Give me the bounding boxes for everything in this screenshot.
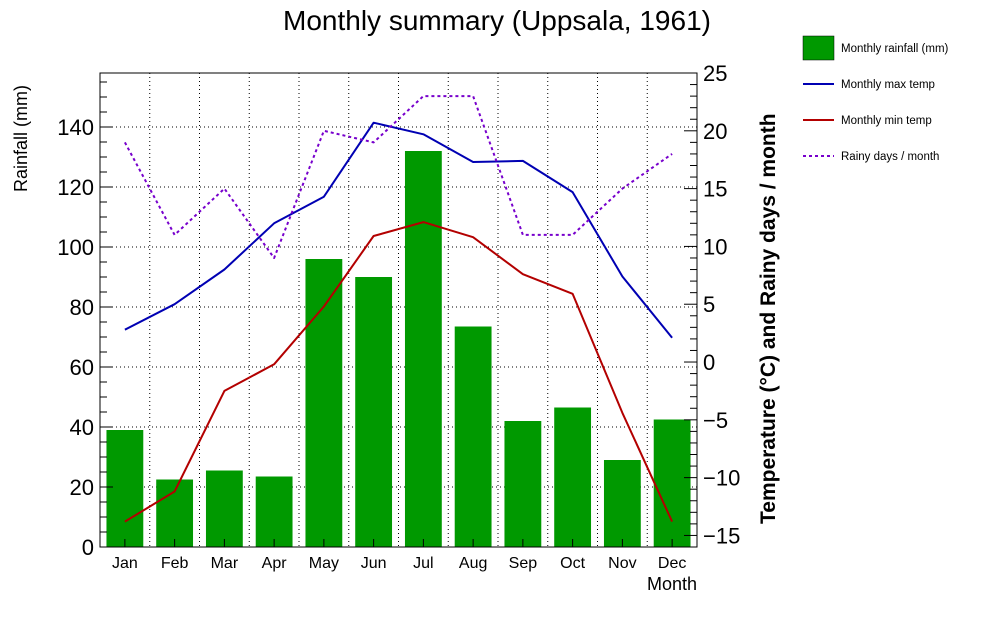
left-axis-tick-labels: 0 20 40 60 80 100 120 140 <box>57 115 94 560</box>
temperature-lines <box>124 95 674 523</box>
rainfall-bar <box>106 430 144 547</box>
right-tick-label: −10 <box>703 466 740 491</box>
x-axis-title: Month <box>647 574 697 594</box>
right-tick-label: 0 <box>703 350 715 375</box>
left-tick-label: 140 <box>57 115 94 140</box>
right-tick-label: 10 <box>703 234 727 259</box>
legend: Monthly rainfall (mm) Monthly max temp Mon… <box>802 35 949 163</box>
rainfall-bar <box>653 419 691 547</box>
series-line <box>124 121 673 339</box>
right-tick-label: 15 <box>703 177 727 202</box>
axis-ticks <box>100 72 697 548</box>
right-axis-title: Temperature (°C) and Rainy days / month <box>757 113 780 524</box>
category-label: May <box>309 555 339 572</box>
series-line <box>124 95 673 259</box>
left-tick-label: 120 <box>57 175 94 200</box>
legend-label: Monthly min temp <box>841 115 932 127</box>
rainfall-bar <box>404 151 442 547</box>
right-tick-label: −15 <box>703 523 740 548</box>
rainfall-bar <box>255 476 293 547</box>
rainfall-bar <box>554 407 592 547</box>
left-tick-label: 40 <box>70 415 94 440</box>
rainfall-bar <box>504 421 542 547</box>
plot-frame <box>99 72 698 548</box>
category-label: Mar <box>211 555 239 572</box>
chart-title: Monthly summary (Uppsala, 1961) <box>283 5 711 36</box>
rainfall-bars <box>106 151 691 547</box>
legend-label: Rainy days / month <box>841 151 939 163</box>
legend-label: Monthly rainfall (mm) <box>841 43 949 55</box>
left-axis-title: Rainfall (mm) <box>11 85 31 192</box>
category-label: Dec <box>658 555 686 572</box>
right-tick-label: 5 <box>703 292 715 317</box>
rainfall-bar <box>205 470 243 547</box>
category-label: Jan <box>112 555 138 572</box>
grid <box>100 73 697 547</box>
right-tick-label: 20 <box>703 119 727 144</box>
right-tick-label: 25 <box>703 61 727 86</box>
category-label: Jun <box>361 555 387 572</box>
rainfall-bar <box>454 326 492 547</box>
left-tick-label: 80 <box>70 295 94 320</box>
category-label: Oct <box>560 555 585 572</box>
left-tick-label: 20 <box>70 475 94 500</box>
left-tick-label: 60 <box>70 355 94 380</box>
left-tick-label: 100 <box>57 235 94 260</box>
category-label: Sep <box>509 555 538 572</box>
rainfall-bar <box>355 277 393 547</box>
left-tick-label: 0 <box>82 535 94 560</box>
legend-label: Monthly max temp <box>841 79 935 91</box>
category-label: Apr <box>262 555 288 572</box>
category-label: Nov <box>608 555 636 572</box>
category-label: Aug <box>459 555 487 572</box>
category-label: Feb <box>161 555 189 572</box>
x-axis-category-labels: Jan Feb Mar Apr May Jun Jul Aug Sep Oct Nov Dec <box>112 555 686 572</box>
right-tick-label: −5 <box>703 408 728 433</box>
legend-swatch-bar <box>802 35 835 61</box>
category-label: Jul <box>413 555 433 572</box>
series-line <box>124 221 674 523</box>
right-axis-tick-labels: −15 −10 −5 0 5 10 15 20 25 <box>703 61 740 548</box>
rainfall-bar <box>305 259 343 547</box>
rainfall-bar <box>603 460 641 547</box>
